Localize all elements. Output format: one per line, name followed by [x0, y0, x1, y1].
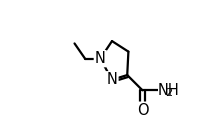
Text: NH: NH: [158, 83, 179, 98]
Text: 2: 2: [165, 88, 172, 98]
Text: N: N: [107, 72, 117, 87]
Text: O: O: [137, 103, 148, 118]
Text: N: N: [95, 51, 106, 66]
